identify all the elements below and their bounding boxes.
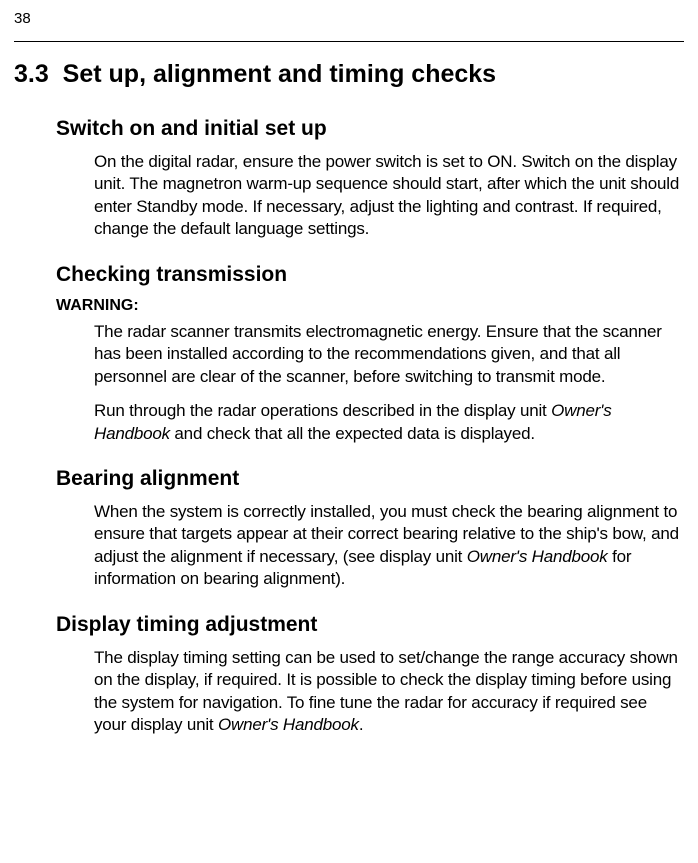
section-number: 3.3	[14, 60, 49, 88]
page-number: 38	[14, 10, 684, 27]
subsection-heading-3: Bearing alignment	[56, 467, 684, 491]
body-paragraph: The radar scanner transmits electromagne…	[94, 321, 680, 388]
section-heading: 3.3 Set up, alignment and timing checks	[14, 60, 684, 89]
divider-line	[14, 41, 684, 42]
warning-label: WARNING:	[56, 297, 684, 315]
subsection-heading-1: Switch on and initial set up	[56, 117, 684, 141]
body-paragraph: On the digital radar, ensure the power s…	[94, 151, 680, 241]
section-title: Set up, alignment and timing checks	[63, 60, 496, 88]
body-paragraph: Run through the radar operations describ…	[94, 400, 680, 445]
body-paragraph: When the system is correctly installed, …	[94, 501, 680, 591]
body-paragraph: The display timing setting can be used t…	[94, 647, 680, 737]
subsection-heading-4: Display timing adjustment	[56, 613, 684, 637]
subsection-heading-2: Checking transmission	[56, 263, 684, 287]
